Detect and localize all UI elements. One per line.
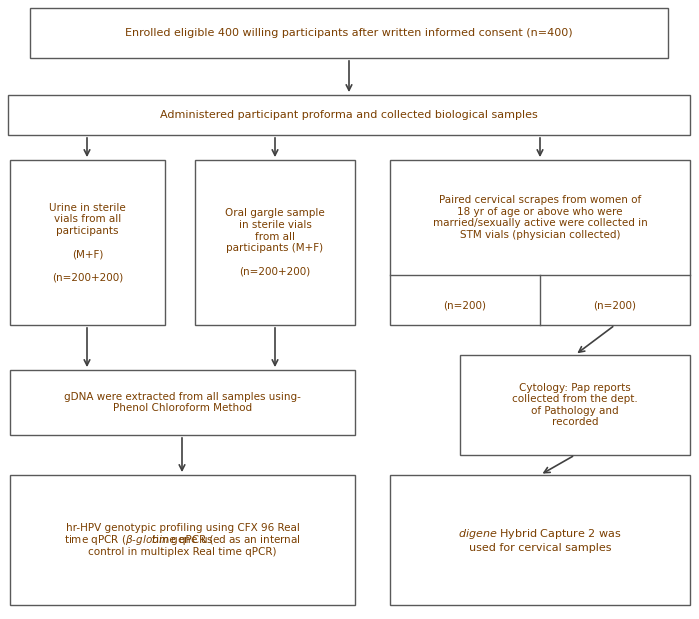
Text: $\it{digene}$ Hybrid Capture 2 was
used for cervical samples: $\it{digene}$ Hybrid Capture 2 was used … — [459, 527, 622, 553]
Text: time qPCR (: time qPCR ( — [152, 535, 213, 545]
Text: control in multiplex Real time qPCR): control in multiplex Real time qPCR) — [88, 547, 277, 557]
Bar — [10, 370, 355, 435]
Text: (n=200): (n=200) — [443, 300, 487, 310]
Text: Urine in sterile
vials from all
participants

(M+F)

(n=200+200): Urine in sterile vials from all particip… — [49, 202, 126, 282]
Text: Enrolled eligible 400 willing participants after written informed consent (n=400: Enrolled eligible 400 willing participan… — [125, 28, 572, 38]
Text: Oral gargle sample
in sterile vials
from all
participants (M+F)

(n=200+200): Oral gargle sample in sterile vials from… — [225, 209, 325, 277]
Text: Administered participant proforma and collected biological samples: Administered participant proforma and co… — [160, 110, 538, 120]
Text: gDNA were extracted from all samples using-
Phenol Chloroform Method: gDNA were extracted from all samples usi… — [64, 392, 301, 413]
Bar — [390, 160, 690, 325]
Bar — [195, 160, 355, 325]
Text: Paired cervical scrapes from women of
18 yr of age or above who were
married/sex: Paired cervical scrapes from women of 18… — [433, 195, 647, 240]
Text: Cytology: Pap reports
collected from the dept.
of Pathology and
recorded: Cytology: Pap reports collected from the… — [512, 383, 638, 427]
Bar — [10, 160, 165, 325]
Bar — [10, 475, 355, 605]
Text: (n=200): (n=200) — [593, 300, 637, 310]
Bar — [30, 8, 668, 58]
Bar — [460, 355, 690, 455]
Text: time qPCR ($\it{\beta}$-$\it{globin}$ gene used as an internal: time qPCR ($\it{\beta}$-$\it{globin}$ ge… — [64, 533, 301, 547]
Bar — [390, 475, 690, 605]
Text: hr-HPV genotypic profiling using CFX 96 Real: hr-HPV genotypic profiling using CFX 96 … — [66, 523, 299, 533]
Bar — [8, 95, 690, 135]
